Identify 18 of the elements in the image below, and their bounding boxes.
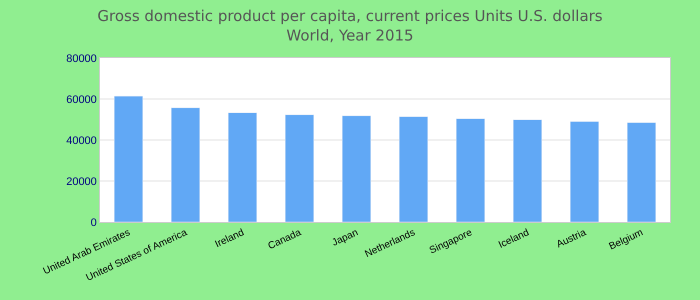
bar [171,108,200,222]
bar [399,116,428,222]
y-tick-label: 0 [90,216,97,229]
y-tick-label: 80000 [66,52,97,65]
bar [342,116,371,222]
x-tick-label: Austria [555,227,588,250]
bar [456,118,485,222]
x-tick-label: Japan [330,227,360,249]
bar [114,96,143,222]
bar [570,121,599,222]
bar [228,112,257,222]
bar [513,119,542,222]
y-tick-label: 40000 [66,134,97,147]
y-tick-label: 60000 [66,94,97,106]
bar [627,122,656,222]
chart-title: Gross domestic product per capita, current prices Units U.S. dollars World, Year 2015 [97,7,603,44]
bar [285,114,314,222]
y-tick-label: 20000 [66,176,97,188]
